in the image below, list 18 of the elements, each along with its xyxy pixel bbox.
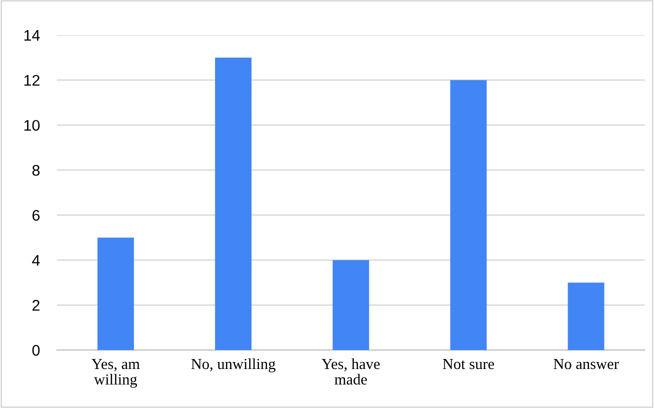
bar (97, 238, 134, 350)
y-tick-label: 6 (32, 210, 40, 221)
y-tick-label: 8 (32, 164, 40, 176)
y-tick-label: 2 (32, 300, 40, 311)
y-tick-label: 0 (32, 344, 40, 356)
x-tick-label: Yes, am willing (92, 358, 140, 388)
bar (568, 282, 604, 350)
y-tick-label: 4 (32, 255, 40, 266)
x-tick-label: Yes, have made (322, 358, 380, 385)
bar (450, 80, 487, 350)
y-tick-label: 14 (24, 30, 40, 41)
x-tick-label: Not sure (442, 358, 494, 370)
bar (215, 58, 252, 350)
y-tick-label: 10 (24, 120, 40, 131)
bar (332, 260, 370, 350)
x-tick-label: No, unwilling (191, 358, 276, 372)
x-tick-label: No answer (554, 358, 619, 370)
y-tick-label: 12 (24, 74, 40, 86)
